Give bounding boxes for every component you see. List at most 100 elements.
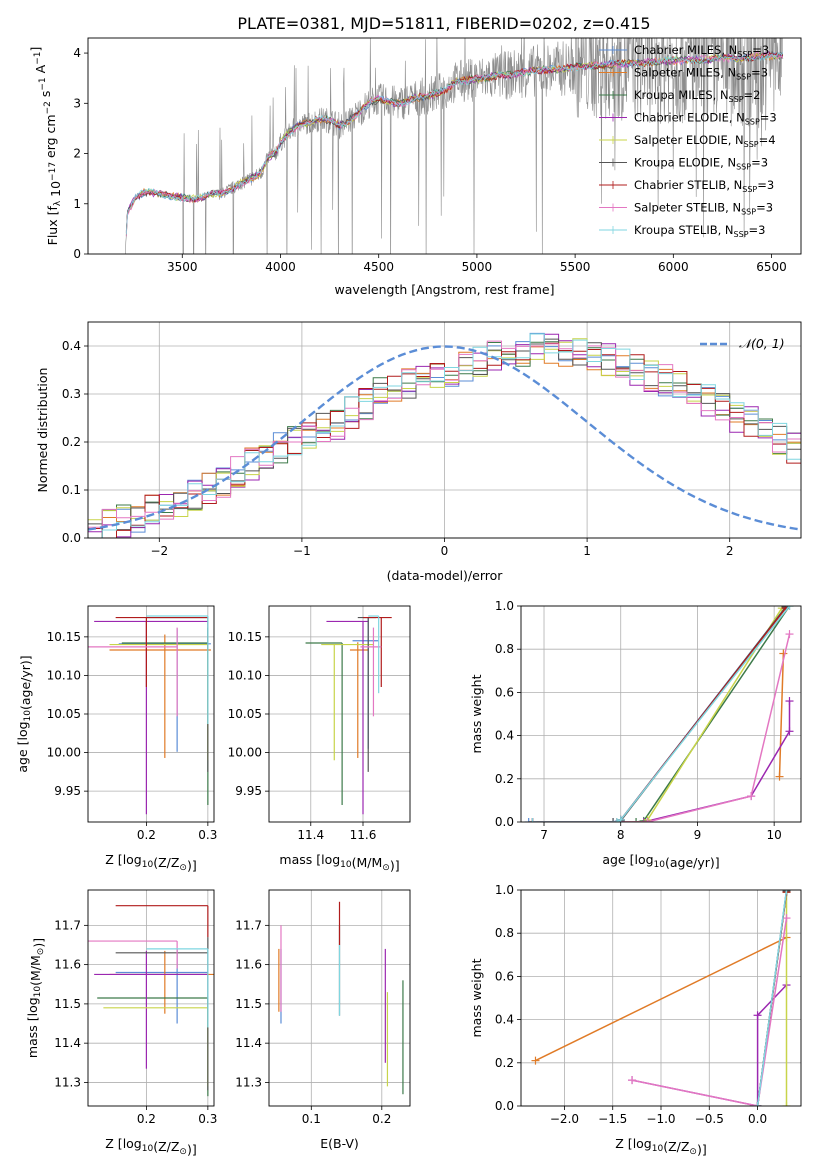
y-tick-label: 11.7 — [235, 918, 262, 932]
y-tick-label: 0.8 — [495, 642, 514, 656]
y-tick-label: 1.0 — [495, 599, 514, 613]
legend-entry: Chabrier ELODIE, NSSP=3 — [634, 111, 777, 127]
x-tick-label: 0.0 — [748, 1112, 767, 1126]
x-axis-label: wavelength [Angstrom, rest frame] — [334, 282, 554, 297]
x-axis-label: Z [log10(Z/Z⊙)] — [615, 1136, 706, 1157]
normal-curve — [88, 345, 801, 531]
x-tick-label: 7 — [540, 828, 548, 842]
age-vs-metallicity-panel: 0.2 0.3 9.95 10.00 10.05 10.10 10.15 Z [log10(Z… — [15, 605, 217, 873]
y-tick-label: 9.95 — [235, 784, 262, 798]
y-tick-label: 11.3 — [235, 1075, 262, 1089]
x-axis-label: Z [log10(Z/Z⊙)] — [105, 1136, 196, 1157]
x-tick-label: 1 — [583, 544, 591, 558]
y-tick-label: 0.0 — [62, 531, 81, 545]
series-line — [532, 607, 783, 822]
histogram-step — [88, 338, 801, 521]
x-tick-label: 4500 — [363, 260, 394, 274]
legend-entry: Kroupa ELODIE, NSSP=3 — [634, 156, 768, 172]
x-tick-label: −1 — [293, 544, 311, 558]
x-tick-label: 0.2 — [137, 1112, 156, 1126]
x-tick-label: 11.4 — [297, 828, 324, 842]
series-line — [532, 607, 787, 822]
axes-frame — [520, 889, 802, 1107]
y-axis-label: Normed distribution — [35, 368, 50, 493]
y-tick-label: 11.6 — [235, 958, 262, 972]
y-tick-label: 0.8 — [495, 926, 514, 940]
data-spectrum — [125, 38, 784, 254]
x-tick-label: 6000 — [658, 260, 689, 274]
line-plot-area — [524, 606, 794, 822]
series-line — [756, 890, 788, 1106]
axes-frame — [268, 605, 411, 823]
model-spectrum-line — [125, 50, 784, 234]
legend-entry: Chabrier STELIB, NSSP=3 — [634, 178, 774, 194]
legend-entry: Salpeter ELODIE, NSSP=4 — [634, 133, 776, 149]
legend-entry: Chabrier MILES, NSSP=3 — [634, 43, 769, 59]
x-axis-label: mass [log10(M/M⊙)] — [279, 852, 399, 873]
legend-entry: 𝒩(0, 1) — [739, 336, 785, 351]
axes-frame — [268, 889, 411, 1107]
y-tick-label: 0.1 — [62, 483, 81, 497]
x-tick-label: 0.1 — [302, 1112, 321, 1126]
axes-frame — [87, 605, 215, 823]
y-axis-label: mass weight — [469, 674, 484, 753]
series-line — [631, 917, 788, 1106]
x-tick-label: 4000 — [265, 260, 296, 274]
errorbar-plot-area — [305, 615, 392, 815]
y-tick-label: 11.6 — [54, 958, 81, 972]
axes-frame — [520, 605, 802, 823]
y-tick-label: 1 — [73, 197, 81, 211]
y-tick-label: 10.10 — [228, 668, 262, 682]
errorbar-plot-area — [88, 615, 211, 815]
y-tick-label: 0 — [73, 247, 81, 261]
spectrum-plot-area — [125, 38, 784, 254]
y-tick-label: 0.4 — [62, 339, 81, 353]
y-tick-label: 10.10 — [47, 668, 81, 682]
y-tick-label: 9.95 — [54, 784, 81, 798]
y-tick-label: 11.5 — [235, 997, 262, 1011]
y-tick-label: 10.05 — [228, 707, 262, 721]
axes-frame — [87, 889, 215, 1107]
y-tick-label: 0.2 — [495, 772, 514, 786]
y-tick-label: 10.15 — [228, 630, 262, 644]
figure-title: PLATE=0381, MJD=51811, FIBERID=0202, z=0… — [237, 14, 650, 33]
y-tick-label: 0.2 — [62, 435, 81, 449]
y-tick-label: 0.2 — [495, 1056, 514, 1070]
errorbar-plot-area — [88, 905, 214, 1097]
x-tick-label: 0.3 — [198, 1112, 217, 1126]
x-tick-label: −2 — [150, 544, 168, 558]
y-tick-label: 0.4 — [495, 729, 514, 743]
y-tick-label: 11.3 — [54, 1075, 81, 1089]
x-tick-label: 2 — [726, 544, 734, 558]
y-tick-label: 0.4 — [495, 1013, 514, 1027]
x-tick-label: 3500 — [167, 260, 198, 274]
x-tick-label: −2.0 — [550, 1112, 579, 1126]
y-axis-label: age [log10(age/yr)] — [15, 655, 33, 772]
x-axis-label: age [log10(age/yr)] — [602, 852, 719, 870]
x-tick-label: −1.5 — [598, 1112, 627, 1126]
y-tick-label: 10.00 — [47, 746, 81, 760]
y-tick-label: 3 — [73, 96, 81, 110]
y-tick-label: 10.00 — [228, 746, 262, 760]
y-tick-label: 0.6 — [495, 969, 514, 983]
x-tick-label: 0.2 — [372, 1112, 391, 1126]
series-line — [532, 606, 791, 822]
y-axis-label: Flux [fλ 10−17 erg cm−2 s−1 A−1] — [28, 47, 63, 246]
model-spectrum-line — [125, 51, 784, 235]
series-line — [535, 936, 787, 1062]
x-tick-label: 11.6 — [350, 828, 377, 842]
y-tick-label: 1.0 — [495, 883, 514, 897]
axes-frame — [87, 37, 802, 255]
series-line — [532, 606, 791, 822]
y-tick-label: 0.0 — [495, 1099, 514, 1113]
histogram-step — [88, 333, 801, 538]
series-line — [532, 701, 791, 822]
x-tick-label: 10 — [767, 828, 782, 842]
mass-weight-vs-age-panel: 7 8 9 10 0.0 0.2 0.4 0.6 0.8 1.0 age [log10(age/yr… — [469, 599, 802, 870]
y-tick-label: 10.05 — [47, 707, 81, 721]
y-tick-label: 0.0 — [495, 815, 514, 829]
legend-entry: Salpeter MILES, NSSP=3 — [634, 66, 768, 82]
y-tick-label: 10.15 — [47, 630, 81, 644]
y-tick-label: 0.6 — [495, 685, 514, 699]
